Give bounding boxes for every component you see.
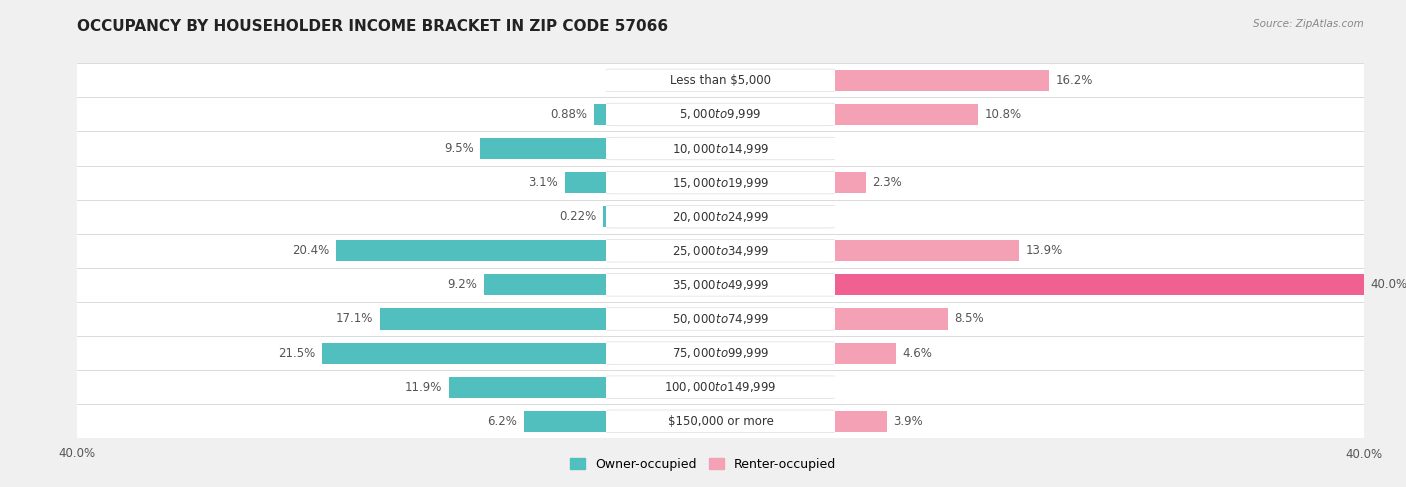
Bar: [77, 97, 606, 131]
Bar: [77, 336, 606, 370]
Bar: [380, 308, 606, 330]
Bar: [606, 234, 835, 268]
Bar: [606, 370, 835, 404]
Bar: [77, 63, 606, 97]
Bar: [77, 234, 606, 268]
Bar: [835, 97, 1364, 131]
Text: 20.4%: 20.4%: [292, 244, 329, 257]
Bar: [524, 411, 606, 432]
FancyBboxPatch shape: [602, 274, 839, 296]
Bar: [449, 376, 606, 398]
Bar: [606, 131, 835, 166]
Text: $150,000 or more: $150,000 or more: [668, 415, 773, 428]
Bar: [835, 104, 979, 125]
FancyBboxPatch shape: [602, 171, 839, 194]
Bar: [835, 70, 1049, 91]
Bar: [835, 268, 1364, 302]
Bar: [835, 336, 1364, 370]
Legend: Owner-occupied, Renter-occupied: Owner-occupied, Renter-occupied: [565, 453, 841, 476]
Bar: [595, 104, 606, 125]
Text: 17.1%: 17.1%: [336, 313, 373, 325]
Bar: [606, 166, 835, 200]
Text: 3.9%: 3.9%: [894, 415, 924, 428]
Bar: [77, 268, 606, 302]
FancyBboxPatch shape: [602, 103, 839, 126]
FancyBboxPatch shape: [602, 410, 839, 432]
Text: $15,000 to $19,999: $15,000 to $19,999: [672, 176, 769, 189]
Bar: [603, 206, 606, 227]
Bar: [835, 342, 896, 364]
Bar: [77, 131, 606, 166]
Bar: [606, 336, 835, 370]
Bar: [77, 302, 606, 336]
Bar: [565, 172, 606, 193]
Bar: [835, 234, 1364, 268]
Bar: [835, 302, 1364, 336]
Text: 6.2%: 6.2%: [488, 415, 517, 428]
Bar: [606, 404, 835, 438]
Bar: [835, 404, 1364, 438]
Bar: [835, 411, 887, 432]
Text: 21.5%: 21.5%: [278, 347, 315, 359]
Bar: [835, 370, 1364, 404]
FancyBboxPatch shape: [602, 342, 839, 364]
Bar: [322, 342, 606, 364]
Text: OCCUPANCY BY HOUSEHOLDER INCOME BRACKET IN ZIP CODE 57066: OCCUPANCY BY HOUSEHOLDER INCOME BRACKET …: [77, 19, 668, 35]
Text: 8.5%: 8.5%: [955, 313, 984, 325]
Bar: [835, 63, 1364, 97]
Bar: [606, 97, 835, 131]
Bar: [606, 302, 835, 336]
Text: Less than $5,000: Less than $5,000: [671, 74, 770, 87]
Bar: [835, 172, 866, 193]
Text: $5,000 to $9,999: $5,000 to $9,999: [679, 108, 762, 121]
Text: $10,000 to $14,999: $10,000 to $14,999: [672, 142, 769, 155]
Bar: [77, 200, 606, 234]
Text: 10.8%: 10.8%: [984, 108, 1022, 121]
Text: 3.1%: 3.1%: [529, 176, 558, 189]
Bar: [606, 63, 835, 97]
Text: 4.6%: 4.6%: [903, 347, 932, 359]
Text: $50,000 to $74,999: $50,000 to $74,999: [672, 312, 769, 326]
Bar: [606, 268, 835, 302]
Bar: [835, 274, 1364, 296]
FancyBboxPatch shape: [602, 240, 839, 262]
Text: 0.22%: 0.22%: [560, 210, 596, 223]
Text: 2.3%: 2.3%: [873, 176, 903, 189]
Text: 0.88%: 0.88%: [551, 108, 588, 121]
Text: 40.0%: 40.0%: [1371, 279, 1406, 291]
Bar: [481, 138, 606, 159]
Text: 9.5%: 9.5%: [444, 142, 474, 155]
Text: $20,000 to $24,999: $20,000 to $24,999: [672, 210, 769, 224]
Text: $25,000 to $34,999: $25,000 to $34,999: [672, 244, 769, 258]
Bar: [835, 166, 1364, 200]
FancyBboxPatch shape: [602, 69, 839, 92]
Text: 11.9%: 11.9%: [405, 381, 441, 393]
Text: $35,000 to $49,999: $35,000 to $49,999: [672, 278, 769, 292]
Bar: [336, 240, 606, 262]
Bar: [835, 200, 1364, 234]
Text: $75,000 to $99,999: $75,000 to $99,999: [672, 346, 769, 360]
Bar: [835, 240, 1019, 262]
Bar: [484, 274, 606, 296]
Bar: [77, 404, 606, 438]
Text: Source: ZipAtlas.com: Source: ZipAtlas.com: [1253, 19, 1364, 30]
FancyBboxPatch shape: [602, 308, 839, 330]
Bar: [835, 308, 948, 330]
Text: 16.2%: 16.2%: [1056, 74, 1094, 87]
FancyBboxPatch shape: [602, 376, 839, 398]
Bar: [77, 370, 606, 404]
FancyBboxPatch shape: [602, 206, 839, 228]
FancyBboxPatch shape: [602, 137, 839, 160]
Text: $100,000 to $149,999: $100,000 to $149,999: [665, 380, 776, 394]
Text: 9.2%: 9.2%: [447, 279, 478, 291]
Bar: [835, 131, 1364, 166]
Bar: [606, 200, 835, 234]
Bar: [77, 166, 606, 200]
Text: 13.9%: 13.9%: [1025, 244, 1063, 257]
